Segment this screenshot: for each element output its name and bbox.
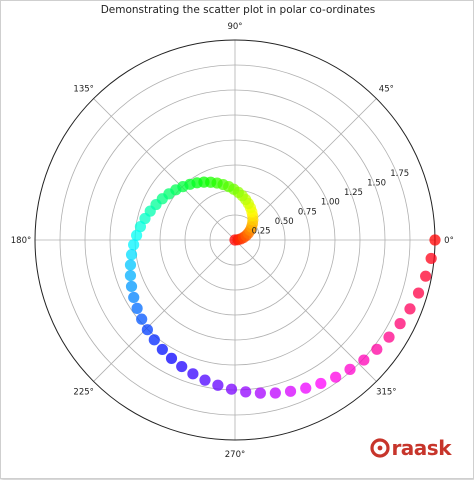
r-tick-label: 0.50 — [275, 217, 294, 227]
scatter-point — [254, 387, 266, 399]
brand-logo-mark-icon — [370, 438, 391, 458]
theta-grid-line — [234, 98, 377, 241]
scatter-point — [141, 324, 153, 336]
theta-tick-label: 45° — [379, 85, 394, 95]
r-tick-label: 0.25 — [252, 226, 271, 236]
scatter-point — [165, 352, 178, 364]
brand-logo: raask — [369, 436, 451, 460]
scatter-point — [131, 302, 143, 314]
brand-logo-text: raask — [391, 436, 451, 460]
scatter-point — [420, 270, 432, 282]
r-tick-label: 1.50 — [367, 179, 386, 189]
theta-tick-label: 225° — [73, 387, 93, 397]
scatter-point — [156, 343, 168, 356]
scatter-point — [284, 385, 297, 397]
r-tick-label: 0.75 — [298, 207, 317, 217]
theta-grid-line — [93, 98, 236, 241]
theta-grid-line — [93, 239, 236, 382]
theta-grid-line — [234, 239, 377, 382]
scatter-point — [383, 331, 395, 343]
theta-tick-label: 315° — [376, 387, 396, 397]
labels-layer: 0° 45° 90° 135° 180° 225° 270° 315° 0.25 0.50 0.75… — [11, 22, 454, 460]
scatter-point — [124, 259, 137, 271]
scatter-point — [176, 360, 188, 373]
theta-tick-label: 0° — [444, 236, 454, 246]
scatter-point — [315, 377, 327, 390]
grid-layer — [34, 39, 436, 441]
theta-tick-label: 180° — [11, 236, 31, 246]
scatter-point — [125, 249, 138, 261]
scatter-point — [128, 239, 140, 251]
scatter-point — [240, 386, 252, 398]
r-tick-label: 1.25 — [344, 188, 363, 198]
scatter-point — [131, 229, 143, 241]
scatter-point — [187, 368, 199, 380]
scatter-point — [394, 318, 406, 330]
theta-tick-label: 270° — [225, 450, 245, 460]
scatter-point — [425, 252, 437, 265]
scatter-point — [148, 334, 160, 346]
scatter-point — [358, 354, 370, 366]
scatter-point — [124, 270, 137, 282]
scatter-point — [125, 280, 138, 293]
scatter-point — [404, 303, 416, 315]
scatter-point — [371, 343, 383, 355]
scatter-point — [269, 387, 281, 399]
r-tick-label: 1.00 — [321, 198, 340, 208]
scatter-point — [429, 234, 441, 246]
scatter-point — [128, 291, 140, 304]
scatter-point — [212, 379, 224, 391]
scatter-point — [134, 221, 147, 233]
scatter-point — [344, 363, 356, 375]
scatter-point — [136, 313, 148, 325]
scatter-point — [225, 383, 238, 395]
chart-title: Demonstrating the scatter plot in polar … — [100, 4, 376, 16]
scatter-point — [330, 371, 342, 383]
scatter-point — [412, 287, 425, 299]
theta-tick-label: 90° — [227, 22, 242, 32]
theta-tick-label: 135° — [73, 85, 93, 95]
scatter-point — [199, 374, 211, 386]
r-tick-label: 1.75 — [390, 169, 409, 179]
scatter-point — [300, 382, 312, 394]
points-layer — [124, 176, 441, 399]
